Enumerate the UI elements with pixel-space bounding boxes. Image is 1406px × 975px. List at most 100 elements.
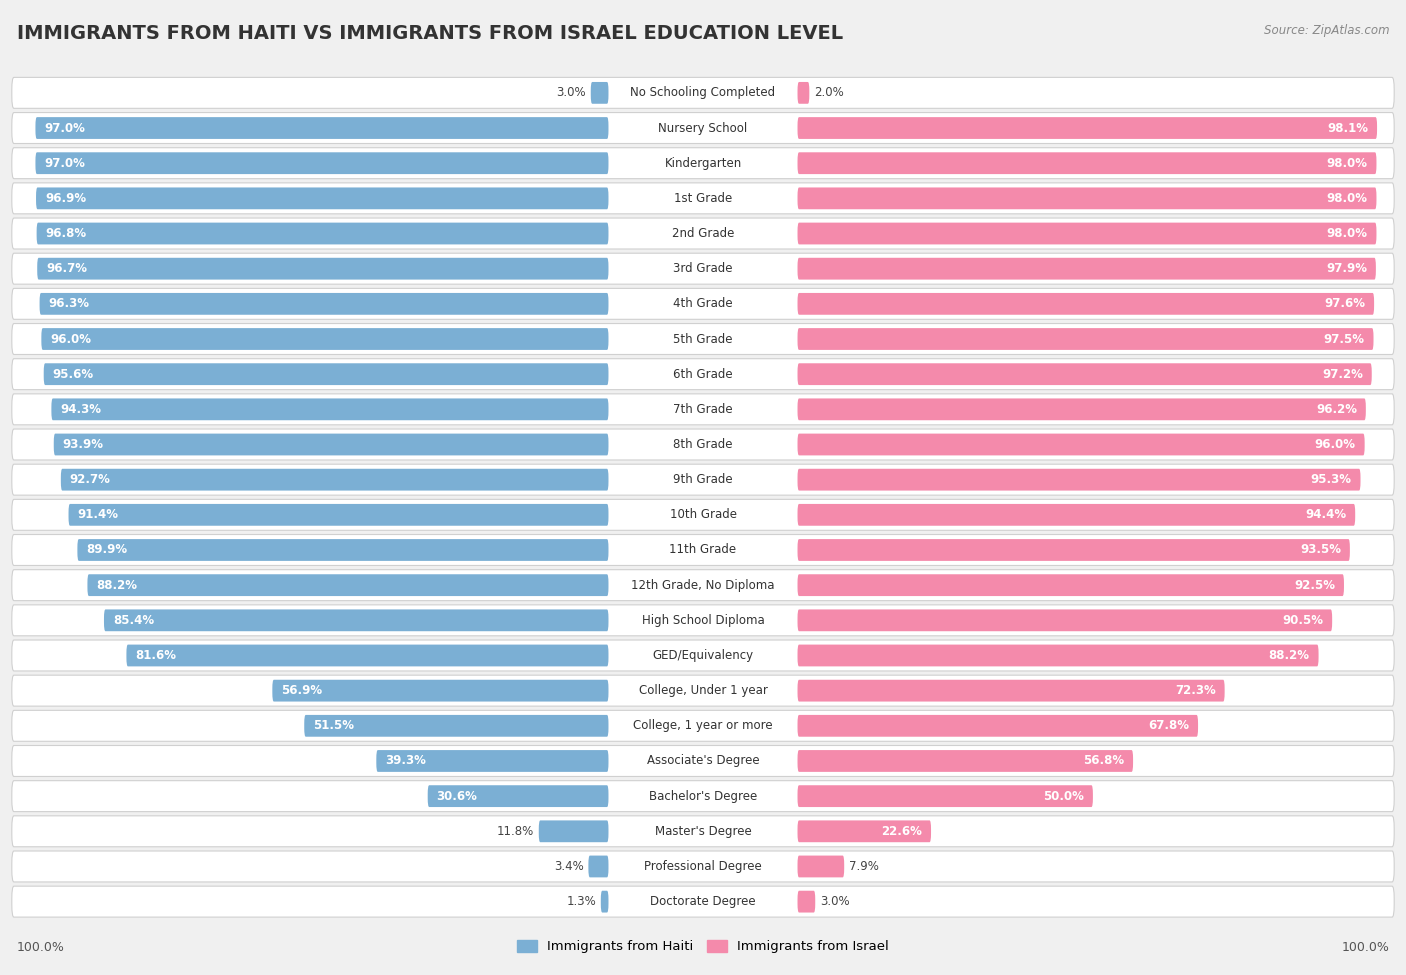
Text: 5th Grade: 5th Grade (673, 332, 733, 345)
Text: 98.0%: 98.0% (1327, 227, 1368, 240)
Text: 97.9%: 97.9% (1326, 262, 1367, 275)
Text: 51.5%: 51.5% (314, 720, 354, 732)
Text: No Schooling Completed: No Schooling Completed (630, 87, 776, 99)
Text: 30.6%: 30.6% (437, 790, 478, 802)
FancyBboxPatch shape (39, 292, 609, 315)
Text: Source: ZipAtlas.com: Source: ZipAtlas.com (1264, 24, 1389, 37)
FancyBboxPatch shape (11, 569, 1395, 601)
FancyBboxPatch shape (11, 816, 1395, 846)
Text: College, 1 year or more: College, 1 year or more (633, 720, 773, 732)
FancyBboxPatch shape (44, 364, 609, 385)
Text: 89.9%: 89.9% (86, 543, 128, 557)
Text: 90.5%: 90.5% (1282, 614, 1323, 627)
FancyBboxPatch shape (11, 218, 1395, 249)
Text: 39.3%: 39.3% (385, 755, 426, 767)
FancyBboxPatch shape (11, 289, 1395, 320)
Text: Bachelor's Degree: Bachelor's Degree (650, 790, 756, 802)
FancyBboxPatch shape (304, 715, 609, 737)
FancyBboxPatch shape (11, 534, 1395, 566)
FancyBboxPatch shape (797, 222, 1376, 245)
FancyBboxPatch shape (588, 856, 609, 878)
FancyBboxPatch shape (104, 609, 609, 631)
Text: 98.0%: 98.0% (1327, 157, 1368, 170)
FancyBboxPatch shape (11, 851, 1395, 882)
Text: 3.0%: 3.0% (557, 87, 586, 99)
Text: 2.0%: 2.0% (814, 87, 844, 99)
FancyBboxPatch shape (35, 152, 609, 175)
Text: 3.0%: 3.0% (820, 895, 849, 908)
Text: 6th Grade: 6th Grade (673, 368, 733, 380)
FancyBboxPatch shape (377, 750, 609, 772)
FancyBboxPatch shape (11, 464, 1395, 495)
Text: Nursery School: Nursery School (658, 122, 748, 135)
Text: 81.6%: 81.6% (135, 649, 176, 662)
FancyBboxPatch shape (797, 434, 1365, 455)
Text: 96.0%: 96.0% (51, 332, 91, 345)
Text: Associate's Degree: Associate's Degree (647, 755, 759, 767)
Text: Kindergarten: Kindergarten (665, 157, 741, 170)
Text: 88.2%: 88.2% (96, 578, 138, 592)
Text: 97.5%: 97.5% (1323, 332, 1365, 345)
Text: 96.8%: 96.8% (45, 227, 87, 240)
FancyBboxPatch shape (60, 469, 609, 490)
FancyBboxPatch shape (41, 329, 609, 350)
FancyBboxPatch shape (11, 148, 1395, 178)
FancyBboxPatch shape (37, 257, 609, 280)
Text: 96.3%: 96.3% (48, 297, 90, 310)
FancyBboxPatch shape (797, 715, 1198, 737)
FancyBboxPatch shape (11, 711, 1395, 741)
FancyBboxPatch shape (11, 394, 1395, 425)
FancyBboxPatch shape (797, 187, 1376, 210)
FancyBboxPatch shape (11, 112, 1395, 143)
FancyBboxPatch shape (797, 574, 1344, 596)
Text: 22.6%: 22.6% (882, 825, 922, 838)
FancyBboxPatch shape (11, 77, 1395, 108)
FancyBboxPatch shape (11, 183, 1395, 214)
FancyBboxPatch shape (53, 434, 609, 455)
FancyBboxPatch shape (37, 222, 609, 245)
FancyBboxPatch shape (797, 152, 1376, 175)
Text: 96.2%: 96.2% (1316, 403, 1357, 416)
Text: 72.3%: 72.3% (1175, 684, 1216, 697)
Text: 92.5%: 92.5% (1294, 578, 1336, 592)
Text: 7.9%: 7.9% (849, 860, 879, 873)
FancyBboxPatch shape (538, 820, 609, 842)
Text: 11.8%: 11.8% (496, 825, 534, 838)
Text: 97.2%: 97.2% (1322, 368, 1362, 380)
Text: 9th Grade: 9th Grade (673, 473, 733, 487)
FancyBboxPatch shape (797, 644, 1319, 666)
Text: 96.0%: 96.0% (1315, 438, 1355, 451)
FancyBboxPatch shape (797, 504, 1355, 526)
Text: 91.4%: 91.4% (77, 508, 118, 522)
Text: 10th Grade: 10th Grade (669, 508, 737, 522)
Text: 100.0%: 100.0% (1341, 941, 1389, 954)
FancyBboxPatch shape (797, 750, 1133, 772)
FancyBboxPatch shape (52, 399, 609, 420)
Text: 88.2%: 88.2% (1268, 649, 1310, 662)
Text: 56.8%: 56.8% (1083, 755, 1125, 767)
Text: 96.7%: 96.7% (46, 262, 87, 275)
Text: Professional Degree: Professional Degree (644, 860, 762, 873)
FancyBboxPatch shape (797, 292, 1374, 315)
FancyBboxPatch shape (797, 257, 1376, 280)
FancyBboxPatch shape (797, 680, 1225, 702)
Text: 98.0%: 98.0% (1327, 192, 1368, 205)
FancyBboxPatch shape (69, 504, 609, 526)
FancyBboxPatch shape (11, 324, 1395, 355)
FancyBboxPatch shape (797, 539, 1350, 561)
Text: 4th Grade: 4th Grade (673, 297, 733, 310)
FancyBboxPatch shape (11, 746, 1395, 776)
FancyBboxPatch shape (797, 891, 815, 913)
FancyBboxPatch shape (591, 82, 609, 103)
Text: 95.6%: 95.6% (52, 368, 94, 380)
Text: 1st Grade: 1st Grade (673, 192, 733, 205)
Text: 97.0%: 97.0% (45, 157, 86, 170)
Text: 3rd Grade: 3rd Grade (673, 262, 733, 275)
Text: 8th Grade: 8th Grade (673, 438, 733, 451)
FancyBboxPatch shape (797, 329, 1374, 350)
Text: 11th Grade: 11th Grade (669, 543, 737, 557)
Text: 67.8%: 67.8% (1149, 720, 1189, 732)
Text: 93.5%: 93.5% (1301, 543, 1341, 557)
Text: 7th Grade: 7th Grade (673, 403, 733, 416)
FancyBboxPatch shape (427, 785, 609, 807)
